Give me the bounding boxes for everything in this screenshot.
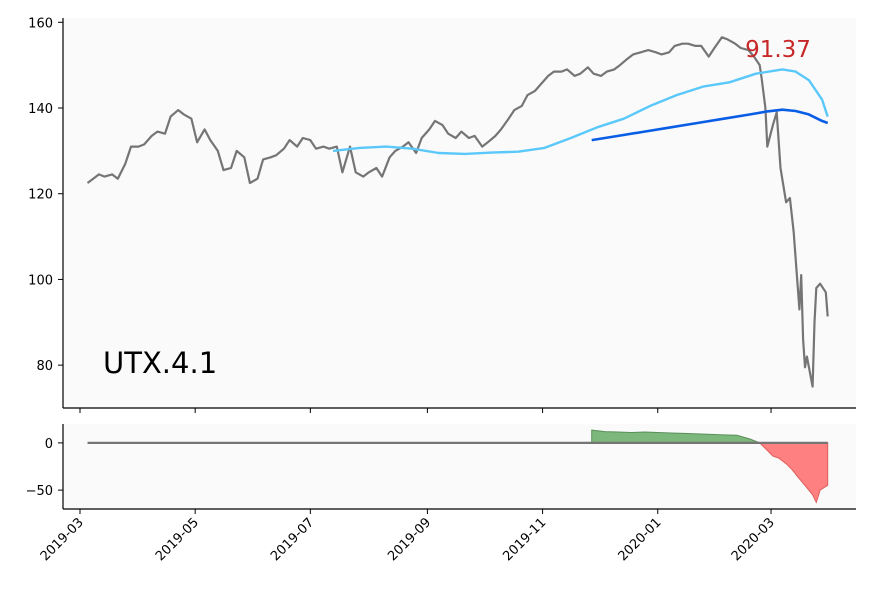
- ma-fast-line: [332, 68, 829, 156]
- price-y-tick-label: 160: [28, 16, 53, 31]
- last-price-label: 91.37: [745, 37, 811, 63]
- negative-spread-area: [758, 442, 829, 504]
- positive-spread-area: [591, 429, 760, 444]
- spread-y-ticks: 0 −50: [26, 437, 63, 499]
- ma-slow-line: [591, 108, 829, 142]
- price-panel: 80 100 120 140 160 91.37 UTX.4.1: [28, 16, 856, 413]
- price-y-tick-label: 100: [28, 273, 53, 288]
- price-line: [86, 36, 829, 388]
- ticker-label: UTX.4.1: [103, 346, 217, 380]
- price-y-tick-label: 120: [28, 188, 53, 203]
- price-y-ticks: 80 100 120 140 160: [28, 16, 63, 374]
- spread-series-group: [87, 429, 829, 504]
- price-x-ticks: [79, 408, 772, 413]
- spread-y-tick-label: −50: [26, 484, 53, 499]
- spread-y-tick-label: 0: [45, 437, 53, 452]
- price-y-tick-label: 140: [28, 102, 53, 117]
- price-series-group: [86, 36, 829, 388]
- price-y-tick-label: 80: [36, 359, 53, 374]
